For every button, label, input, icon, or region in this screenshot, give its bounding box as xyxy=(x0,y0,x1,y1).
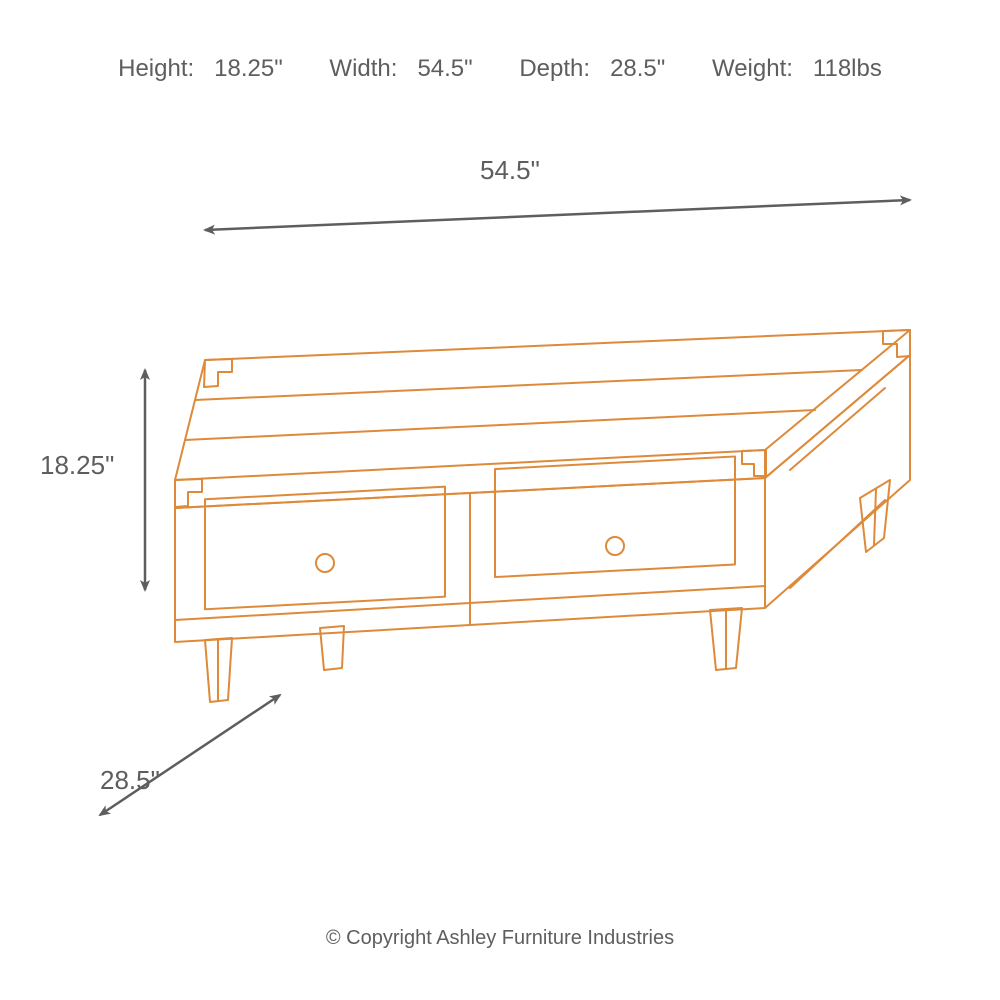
furniture-diagram xyxy=(0,0,1000,1000)
copyright-line: © Copyright Ashley Furniture Industries xyxy=(0,927,1000,950)
diagram-container: Height:18.25" Width:54.5" Depth:28.5" We… xyxy=(0,0,1000,1000)
